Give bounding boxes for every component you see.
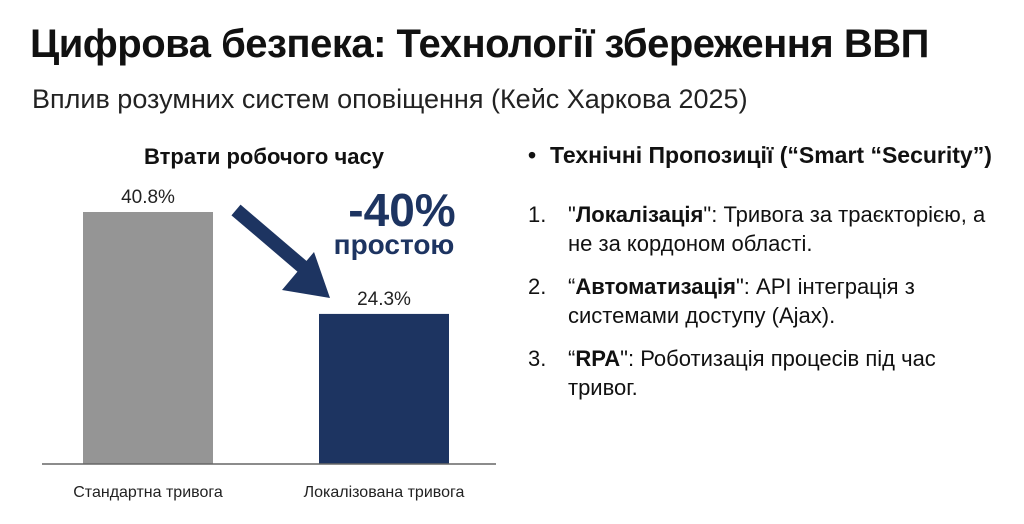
bar-1	[83, 212, 213, 464]
chart-title: Втрати робочого часу	[144, 144, 385, 169]
proposal-term: Автоматизація	[575, 274, 736, 299]
slide-subtitle: Вплив розумних систем оповіщення (Кейс Х…	[32, 84, 748, 114]
arrow-down-right-icon	[231, 204, 330, 298]
proposal-number: 2.	[528, 274, 547, 299]
category-label: Локалізована тривога	[304, 484, 465, 501]
proposal-text: “RPA": Роботизація процесів під час трив…	[568, 346, 936, 400]
proposal-item: 2. “Автоматизація": API інтеграція з сис…	[528, 272, 998, 330]
slide-title: Цифрова безпека: Технології збереження В…	[30, 22, 929, 66]
proposal-text: "Локалізація": Тривога за траєкторією, а…	[568, 202, 986, 256]
bar-value-label: 24.3%	[357, 289, 411, 310]
category-label: Стандартна тривога	[73, 484, 223, 501]
reduction-percent-label: -40%	[348, 184, 455, 236]
proposals-list: 1. "Локалізація": Тривога за траєкторією…	[528, 200, 998, 402]
reduction-caption-label: простою	[334, 229, 455, 260]
proposal-term: Локалізація	[575, 202, 704, 227]
proposals-panel: • Технічні Пропозиції (“Smart “Security”…	[528, 140, 998, 416]
bar-chart: Втрати робочого часу 40.8% Стандартна три…	[42, 144, 496, 501]
bar-2	[319, 313, 449, 464]
proposals-heading: • Технічні Пропозиції (“Smart “Security”…	[528, 140, 998, 170]
bullet-icon: •	[528, 142, 537, 168]
proposals-heading-text: Технічні Пропозиції (“Smart “Security”)	[550, 142, 992, 168]
proposal-number: 3.	[528, 346, 547, 371]
proposal-term: RPA	[575, 346, 621, 371]
proposal-item: 1. "Локалізація": Тривога за траєкторією…	[528, 200, 998, 258]
proposal-text: “Автоматизація": API інтеграція з систем…	[568, 274, 915, 328]
bars-group: 40.8% Стандартна тривога 24.3% Локалізована…	[73, 187, 464, 501]
proposal-item: 3. “RPA": Роботизація процесів під час т…	[528, 344, 998, 402]
bar-value-label: 40.8%	[121, 187, 175, 208]
proposal-number: 1.	[528, 202, 547, 227]
